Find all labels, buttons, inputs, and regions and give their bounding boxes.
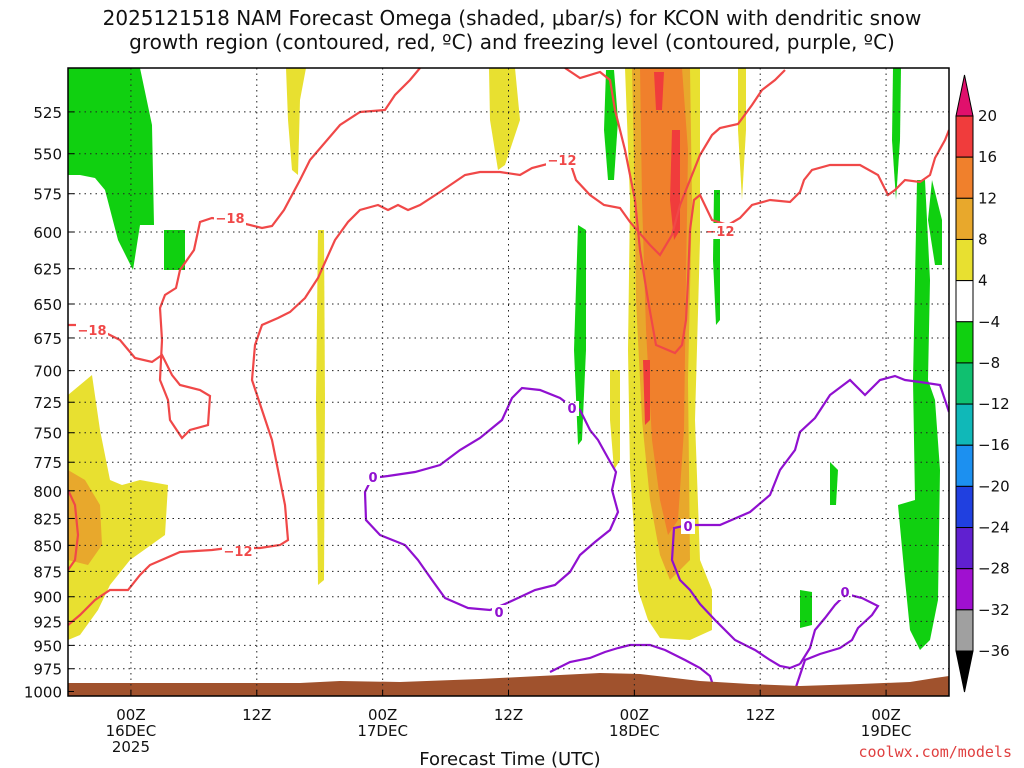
x-tick-label: 19DEC [861, 722, 912, 740]
y-tick-label: 925 [33, 613, 62, 631]
colorbar-label: −24 [978, 519, 1010, 537]
dgz-label-4: −12 [548, 154, 577, 169]
title-line-1: 2025121518 NAM Forecast Omega (shaded, μ… [102, 6, 922, 30]
colorbar-label: 12 [978, 189, 997, 207]
y-axis-ticks: 525 550 575 600 625 650 675 700 725 750 775 800 825 8… [24, 104, 74, 702]
y-tick-label: 850 [33, 537, 62, 555]
y-tick-label: 875 [33, 563, 62, 581]
dgz-label-5: −12 [706, 225, 735, 240]
colorbar-label: −28 [978, 560, 1010, 578]
freezing-label-5: 0 [840, 586, 849, 601]
y-tick-label: 950 [33, 637, 62, 655]
colorbar-bin [955, 238, 974, 282]
y-tick-label: 575 [33, 186, 62, 204]
dgz-label-1: −18 [78, 324, 107, 339]
colorbar-bin [955, 609, 974, 652]
colorbar-label: −12 [978, 395, 1010, 413]
colorbar: 20 16 12 8 4 −4 −8 −12 −16 −20 −24 −28 −32 −36 [955, 74, 1010, 693]
x-tick-label: 00Z [116, 706, 145, 724]
y-tick-label: 800 [33, 483, 62, 501]
dgz-label-3: −12 [224, 545, 253, 560]
chart-title: 2025121518 NAM Forecast Omega (shaded, μ… [0, 6, 1024, 54]
freezing-contours [363, 374, 949, 691]
x-tick-label: 2025 [112, 738, 150, 756]
colorbar-label: 4 [978, 272, 988, 290]
credit-text: coolwx.com/models [858, 743, 1012, 761]
y-tick-label: 1000 [24, 684, 62, 702]
x-axis-title: Forecast Time (UTC) [419, 749, 600, 768]
colorbar-bin [955, 156, 974, 199]
title-line-2: growth region (contoured, red, ºC) and f… [129, 30, 895, 54]
colorbar-label: −8 [978, 354, 1000, 372]
x-tick-label: 00Z [368, 706, 397, 724]
x-tick-label: 00Z [620, 706, 649, 724]
y-tick-label: 550 [33, 146, 62, 164]
y-tick-label: 525 [33, 104, 62, 122]
x-tick-label: 17DEC [357, 722, 408, 740]
y-tick-label: 700 [33, 363, 62, 381]
colorbar-bin [955, 280, 974, 323]
x-tick-label: 16DEC [106, 722, 157, 740]
colorbar-label: −16 [978, 436, 1010, 454]
colorbar-label: −32 [978, 601, 1010, 619]
colorbar-label: 8 [978, 230, 988, 248]
x-tick-label: 12Z [494, 706, 523, 724]
colorbar-top-arrow [955, 74, 974, 117]
colorbar-bin [955, 485, 974, 529]
y-tick-label: 725 [33, 394, 62, 412]
colorbar-bin [955, 527, 974, 570]
colorbar-label: −4 [978, 313, 1000, 331]
dgz-labels: −18 −18 −12 −12 −12 [76, 152, 736, 560]
colorbar-bin [955, 197, 974, 240]
plot-area: −18 −18 −12 −12 −12 0 0 0 0 0 [68, 68, 949, 696]
colorbar-bin [955, 568, 974, 611]
x-tick-label: 00Z [871, 706, 900, 724]
freezing-label-2: 0 [567, 402, 576, 417]
grid-lines [68, 68, 949, 696]
freezing-label-4: 0 [683, 520, 692, 535]
dgz-label-2: −18 [216, 212, 245, 227]
freezing-labels: 0 0 0 0 0 [366, 401, 852, 621]
freezing-label-1: 0 [368, 471, 377, 486]
omega-shading-green [68, 68, 942, 650]
colorbar-bottom-arrow [955, 650, 974, 693]
x-tick-label: 12Z [242, 706, 271, 724]
y-tick-label: 975 [33, 661, 62, 679]
y-tick-label: 600 [33, 224, 62, 242]
colorbar-bin [955, 321, 974, 364]
colorbar-label: 16 [978, 148, 997, 166]
y-tick-label: 750 [33, 425, 62, 443]
colorbar-bin [955, 362, 974, 405]
y-tick-label: 825 [33, 510, 62, 528]
x-tick-label: 18DEC [609, 722, 660, 740]
colorbar-label: 20 [978, 107, 997, 125]
colorbar-label: −36 [978, 642, 1010, 660]
y-tick-label: 900 [33, 589, 62, 607]
y-tick-label: 650 [33, 296, 62, 314]
colorbar-bin [955, 403, 974, 446]
colorbar-bin [955, 444, 974, 487]
y-tick-label: 625 [33, 261, 62, 279]
x-tick-label: 12Z [746, 706, 775, 724]
y-tick-label: 675 [33, 330, 62, 348]
y-tick-label: 775 [33, 454, 62, 472]
colorbar-label: −20 [978, 477, 1010, 495]
freezing-label-3: 0 [494, 606, 503, 621]
colorbar-bin [955, 115, 974, 158]
